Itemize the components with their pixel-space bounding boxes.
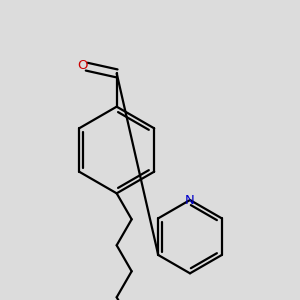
Text: O: O [77, 59, 88, 72]
Text: N: N [185, 194, 195, 206]
